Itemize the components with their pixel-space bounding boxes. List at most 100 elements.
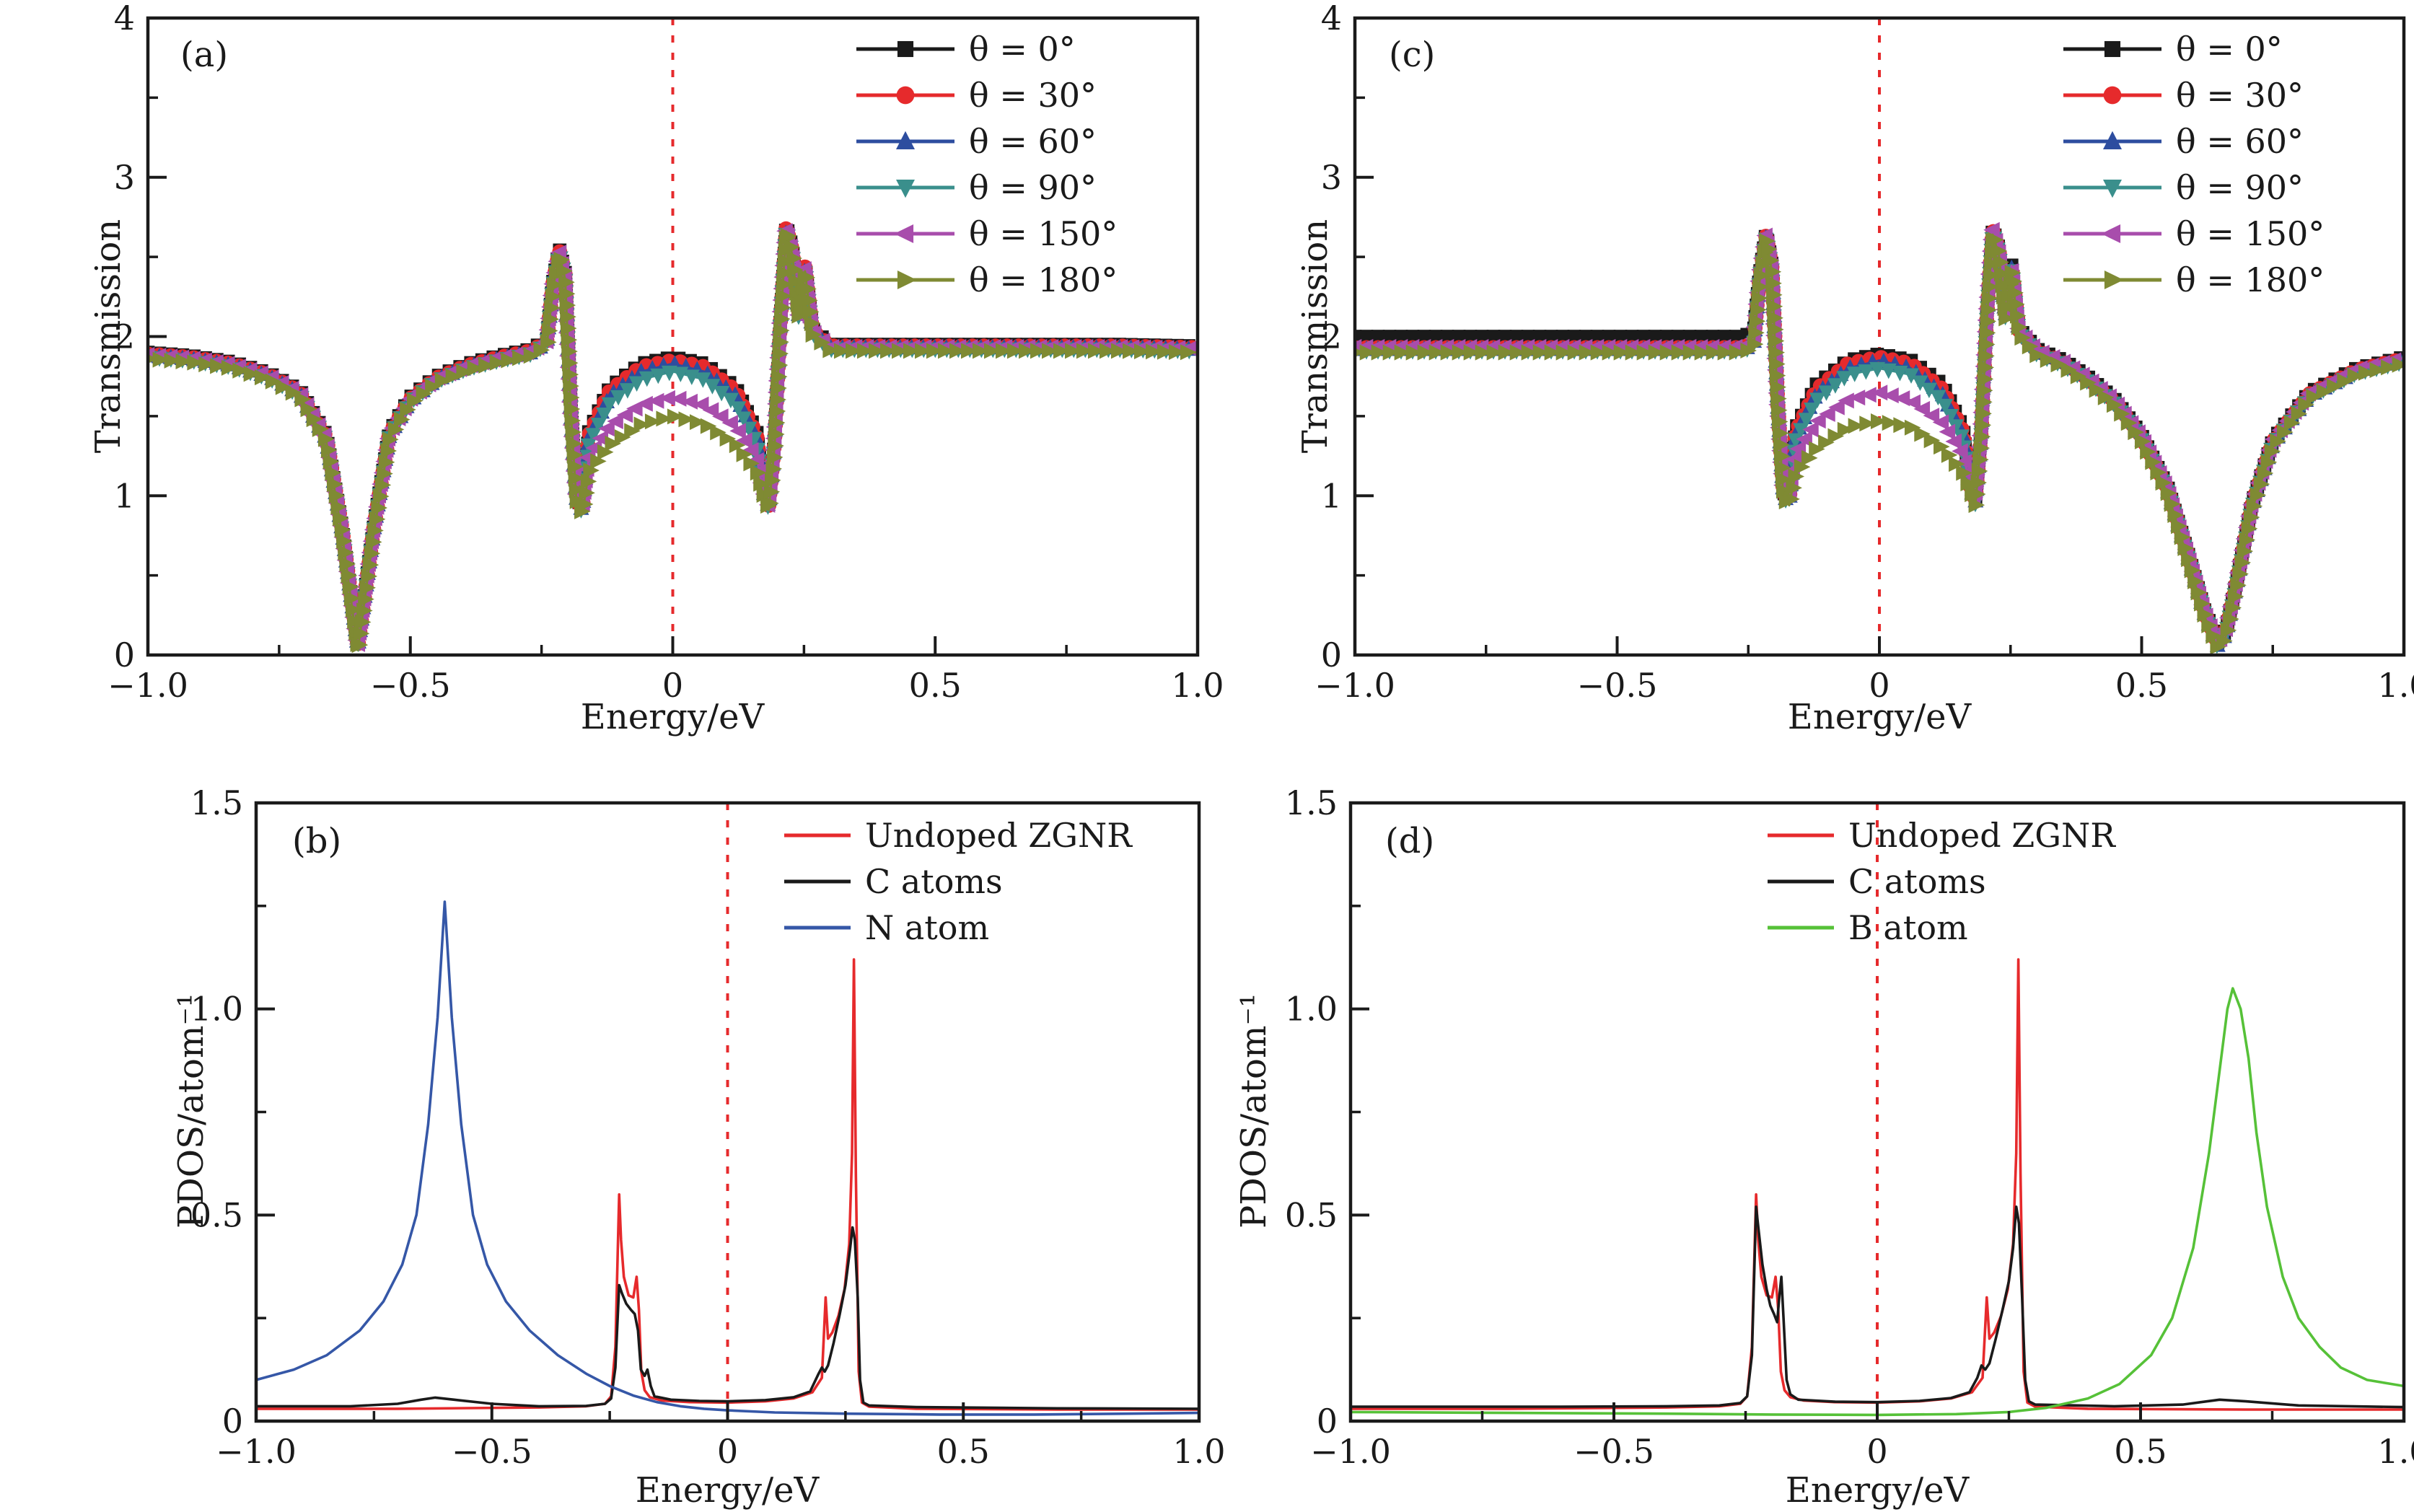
ylabel-panel-a: Transmission (88, 219, 128, 454)
svg-text:0.5: 0.5 (1285, 1195, 1338, 1234)
svg-text:1.5: 1.5 (1285, 783, 1338, 822)
legend-label: θ = 30° (2176, 76, 2304, 115)
svg-text:0: 0 (717, 1432, 738, 1471)
panel-letter-d: (d) (1385, 821, 1435, 861)
legend-label: Undoped ZGNR (1848, 816, 2115, 855)
svg-text:0: 0 (1869, 666, 1889, 705)
svg-text:0: 0 (1321, 636, 1342, 674)
legend-swatch-line (783, 916, 852, 939)
legend-swatch-line (1766, 824, 1835, 847)
legend-swatch-line (1766, 870, 1835, 893)
legend-entry: C atoms (1766, 858, 2115, 905)
svg-text:1.0: 1.0 (1171, 666, 1224, 705)
svg-text:0.5: 0.5 (190, 1195, 243, 1234)
legend-label: Undoped ZGNR (865, 816, 1132, 855)
legend-label: θ = 90° (2176, 168, 2304, 207)
svg-text:−0.5: −0.5 (1577, 666, 1658, 705)
legend-entry: Undoped ZGNR (783, 812, 1132, 858)
legend-swatch-line-marker (855, 222, 956, 245)
legend-label: θ = 60° (2176, 122, 2304, 161)
legend-panel-c: θ = 0° θ = 30° θ = 60° θ = 90° θ = 150° … (2062, 26, 2325, 303)
legend-entry: θ = 150° (855, 211, 1118, 257)
legend-label: θ = 30° (969, 76, 1097, 115)
svg-text:−1.0: −1.0 (216, 1432, 297, 1471)
svg-text:3: 3 (114, 158, 135, 197)
legend-label: θ = 0° (2176, 30, 2283, 69)
legend-entry: θ = 60° (2062, 118, 2325, 164)
legend-label: N atom (865, 908, 990, 947)
legend-swatch-line-marker (2062, 38, 2163, 61)
svg-text:0: 0 (662, 666, 683, 705)
panel-letter-c: (c) (1389, 35, 1436, 75)
svg-text:1.0: 1.0 (2377, 1432, 2414, 1471)
xlabel-panel-c: Energy/eV (1787, 697, 1972, 737)
legend-swatch-line-marker (2062, 176, 2163, 199)
panel-letter-a: (a) (180, 35, 229, 75)
legend-panel-b: Undoped ZGNR C atoms N atom (783, 812, 1132, 951)
svg-text:0: 0 (114, 636, 135, 674)
legend-entry: θ = 90° (2062, 164, 2325, 211)
svg-text:4: 4 (114, 0, 135, 38)
svg-text:1.0: 1.0 (2377, 666, 2414, 705)
legend-label: C atoms (1848, 862, 1986, 901)
legend-entry: θ = 30° (855, 72, 1118, 118)
legend-entry: θ = 150° (2062, 211, 2325, 257)
xlabel-panel-a: Energy/eV (580, 697, 765, 737)
legend-label: θ = 150° (969, 214, 1118, 253)
legend-entry: θ = 30° (2062, 72, 2325, 118)
ylabel-panel-b: PDOS/atom⁻¹ (171, 993, 211, 1229)
legend-entry: θ = 0° (2062, 26, 2325, 72)
legend-swatch-line (783, 824, 852, 847)
legend-entry: θ = 90° (855, 164, 1118, 211)
legend-label: C atoms (865, 862, 1003, 901)
legend-entry: θ = 60° (855, 118, 1118, 164)
svg-text:1.0: 1.0 (1285, 990, 1338, 1029)
xlabel-panel-b: Energy/eV (635, 1470, 820, 1511)
legend-label: θ = 180° (969, 260, 1118, 299)
svg-text:0.5: 0.5 (2114, 1432, 2167, 1471)
legend-swatch-line-marker (2062, 222, 2163, 245)
legend-entry: θ = 0° (855, 26, 1118, 72)
legend-entry: N atom (783, 905, 1132, 951)
legend-swatch-line (783, 870, 852, 893)
svg-text:1: 1 (1321, 476, 1342, 515)
svg-text:0.5: 0.5 (909, 666, 962, 705)
legend-label: B atom (1848, 908, 1968, 947)
panel-letter-b: (b) (292, 821, 342, 861)
xlabel-panel-d: Energy/eV (1785, 1470, 1970, 1511)
legend-swatch-line-marker (855, 130, 956, 153)
svg-text:1.0: 1.0 (1172, 1432, 1225, 1471)
svg-text:−1.0: −1.0 (1314, 666, 1395, 705)
legend-swatch-line-marker (2062, 268, 2163, 291)
svg-text:−0.5: −0.5 (370, 666, 451, 705)
svg-text:1: 1 (114, 476, 135, 515)
legend-entry: θ = 180° (2062, 257, 2325, 303)
legend-panel-d: Undoped ZGNR C atoms B atom (1766, 812, 2115, 951)
ylabel-panel-d: PDOS/atom⁻¹ (1234, 993, 1274, 1229)
svg-text:0.5: 0.5 (2115, 666, 2168, 705)
legend-label: θ = 90° (969, 168, 1097, 207)
legend-panel-a: θ = 0° θ = 30° θ = 60° θ = 90° θ = 150° … (855, 26, 1118, 303)
legend-swatch-line (1766, 916, 1835, 939)
legend-swatch-line-marker (855, 268, 956, 291)
svg-text:3: 3 (1321, 158, 1342, 197)
legend-entry: Undoped ZGNR (1766, 812, 2115, 858)
svg-text:0: 0 (1866, 1432, 1887, 1471)
svg-text:−1.0: −1.0 (107, 666, 188, 705)
legend-entry: θ = 180° (855, 257, 1118, 303)
legend-label: θ = 180° (2176, 260, 2325, 299)
svg-text:4: 4 (1321, 0, 1342, 38)
legend-entry: C atoms (783, 858, 1132, 905)
legend-label: θ = 60° (969, 122, 1097, 161)
svg-text:−0.5: −0.5 (1574, 1432, 1654, 1471)
legend-swatch-line-marker (855, 176, 956, 199)
legend-swatch-line-marker (2062, 84, 2163, 107)
svg-text:−0.5: −0.5 (452, 1432, 532, 1471)
svg-text:1.0: 1.0 (190, 990, 243, 1029)
svg-text:0: 0 (1317, 1402, 1338, 1441)
legend-entry: B atom (1766, 905, 2115, 951)
legend-swatch-line-marker (855, 84, 956, 107)
legend-label: θ = 0° (969, 30, 1076, 69)
